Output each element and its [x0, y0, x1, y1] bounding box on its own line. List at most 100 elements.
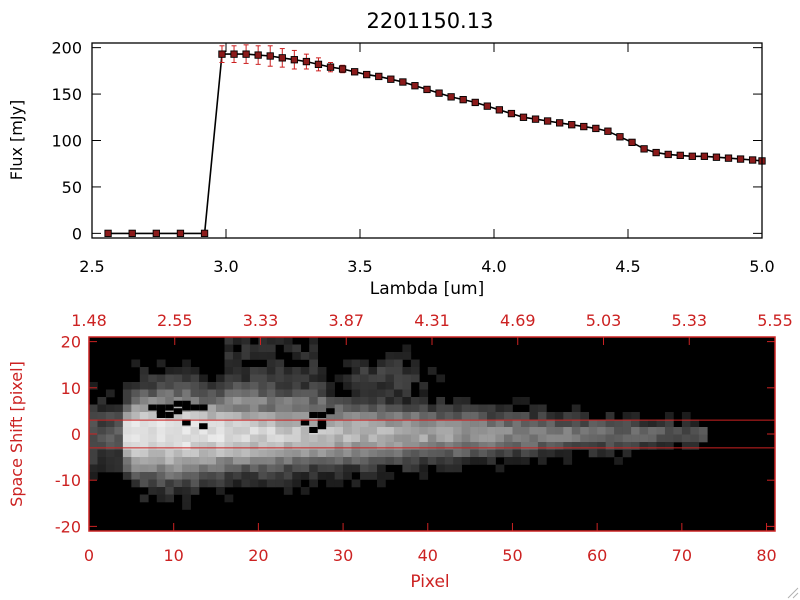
image-pixel — [173, 472, 183, 480]
image-pixel — [393, 457, 403, 465]
data-point — [326, 63, 335, 71]
data-point — [447, 93, 455, 101]
image-pixel — [241, 367, 251, 375]
image-pixel — [216, 472, 225, 480]
image-pixel — [224, 397, 234, 405]
masked-pixel — [148, 404, 157, 411]
image-pixel — [156, 479, 166, 488]
image-pixel — [419, 389, 429, 398]
image-pixel — [376, 442, 386, 450]
image-pixel — [309, 344, 318, 353]
image-pixel — [393, 412, 403, 420]
image-pixel — [546, 442, 556, 450]
image-pixel — [368, 367, 378, 375]
image-pixel — [190, 382, 200, 390]
image-pixel — [249, 479, 259, 488]
image-pixel — [639, 434, 649, 443]
data-point — [254, 51, 262, 59]
image-pixel — [114, 457, 124, 465]
image-pixel — [258, 367, 268, 375]
image-pixel — [393, 434, 403, 443]
image-pixel — [504, 449, 513, 458]
image-pixel — [360, 397, 369, 405]
image-pixel — [266, 397, 276, 405]
image-pixel — [148, 487, 158, 495]
data-point — [387, 75, 395, 83]
data-point — [314, 60, 323, 69]
image-pixel — [148, 479, 158, 488]
image-pixel — [393, 382, 403, 390]
resize-grip-icon[interactable] — [787, 587, 799, 599]
image-pixel — [529, 434, 539, 443]
image-pixel — [241, 464, 251, 473]
image-pixel — [131, 397, 141, 405]
image-pixel — [207, 449, 217, 458]
image-pixel — [266, 382, 276, 390]
image-pixel — [317, 442, 327, 450]
image-pixel — [224, 344, 234, 353]
image-pixel — [343, 359, 352, 368]
image-pixel — [698, 427, 708, 435]
image-pixel — [249, 397, 259, 405]
image-pixel — [317, 449, 327, 458]
data-point — [531, 115, 540, 123]
image-pixel — [436, 412, 446, 420]
image-pixel — [571, 434, 581, 443]
image-pixel — [419, 442, 429, 450]
image-pixel — [266, 389, 276, 398]
data-point — [652, 148, 660, 157]
image-pixel — [563, 434, 573, 443]
image-pixel — [504, 434, 513, 443]
image-pixel — [292, 344, 302, 353]
image-pixel — [478, 442, 488, 450]
image-pixel — [368, 389, 378, 398]
image-pixel — [605, 412, 615, 420]
image-pixel — [529, 412, 539, 420]
image-pixel — [165, 397, 174, 405]
image-pixel — [309, 419, 318, 428]
image-pixel — [580, 442, 590, 450]
image-pixel — [139, 412, 149, 420]
image-pixel — [249, 419, 259, 428]
image-pixel — [283, 374, 293, 383]
image-x-tick-label: 0 — [84, 546, 94, 565]
image-pixel — [131, 449, 141, 458]
image-pixel — [182, 442, 191, 450]
image-pixel — [385, 419, 395, 428]
image-pixel — [444, 442, 454, 450]
image-pixel — [385, 389, 395, 398]
data-point — [519, 113, 528, 121]
image-pixel — [419, 382, 429, 390]
image-pixel — [241, 404, 251, 413]
image-pixel — [249, 374, 259, 383]
image-pixel — [317, 374, 327, 383]
image-pixel — [393, 427, 403, 435]
image-pixel — [504, 419, 513, 428]
image-pixel — [122, 442, 132, 450]
image-pixel — [131, 404, 141, 413]
image-pixel — [554, 427, 564, 435]
masked-pixel — [165, 404, 174, 411]
image-pixel — [283, 457, 293, 465]
data-point — [435, 89, 443, 97]
image-pixel — [512, 397, 522, 405]
image-pixel — [182, 367, 191, 375]
image-pixel — [207, 434, 217, 443]
image-pixel — [563, 449, 573, 458]
image-pixel — [300, 404, 310, 413]
image-y-tick-label: -10 — [55, 471, 81, 490]
image-pixel — [376, 472, 386, 480]
image-pixel — [529, 404, 539, 413]
image-pixel — [258, 397, 268, 405]
masked-pixel — [309, 427, 318, 433]
image-pixel — [334, 442, 344, 450]
image-pixel — [368, 449, 378, 458]
image-pixel — [190, 389, 200, 398]
image-pixel — [207, 427, 217, 435]
image-pixel — [182, 494, 191, 503]
image-pixel — [393, 449, 403, 458]
image-pixel — [495, 412, 505, 420]
image-pixel — [402, 464, 412, 473]
masked-pixel — [309, 412, 318, 418]
